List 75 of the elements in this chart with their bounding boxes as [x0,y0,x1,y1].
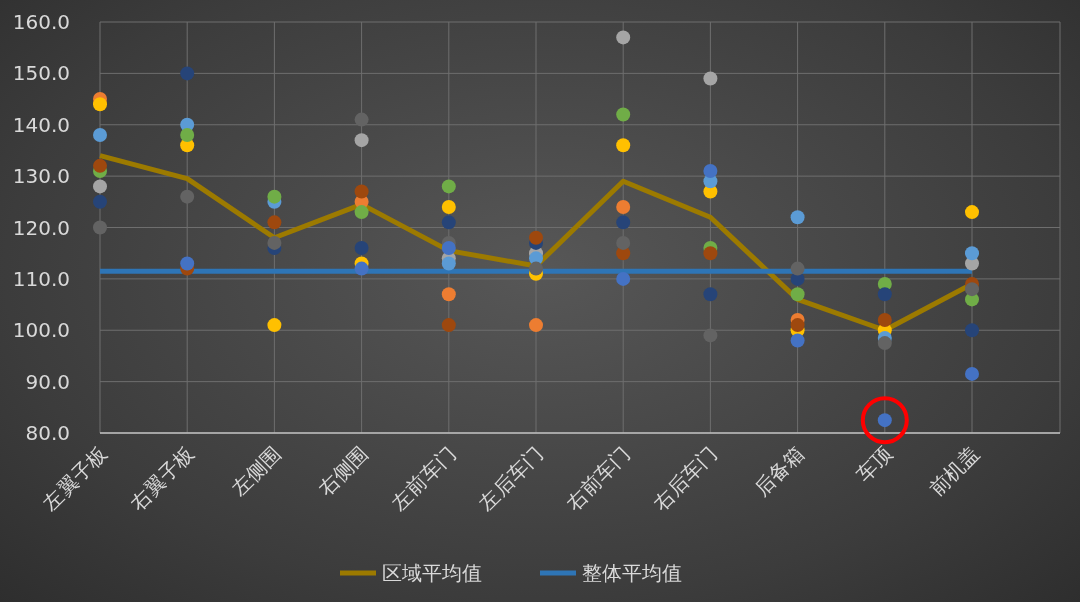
point [616,271,631,286]
point [790,261,805,276]
point [616,235,631,250]
point [267,189,282,204]
point [354,133,369,148]
point [703,328,718,343]
point [703,71,718,86]
point [441,215,456,230]
point [616,138,631,153]
point [180,66,195,81]
y-tick-label: 150.0 [12,61,70,86]
point [790,287,805,302]
legend-label: 整体平均值 [582,561,682,585]
x-tick-label: 右前车门 [561,441,635,516]
x-tick-label: 左后车门 [474,441,548,516]
x-tick-label: 后备箱 [749,441,810,501]
x-tick-label: 右后车门 [648,441,722,516]
point [529,261,543,276]
point [703,287,718,302]
point [616,30,631,45]
x-tick-label: 左侧围 [226,441,286,501]
point [529,230,543,245]
y-tick-label: 130.0 [12,164,70,189]
point [180,189,195,204]
x-tick-label: 右侧围 [313,441,374,501]
point [267,318,282,333]
point [441,179,456,194]
point [965,366,979,381]
point [790,210,805,225]
point [703,246,718,261]
point [877,312,892,327]
point [267,215,282,230]
x-tick-label: 前机盖 [924,441,984,501]
y-tick-label: 160.0 [12,10,70,34]
point [441,199,456,214]
x-tick-label: 车顶 [851,441,897,487]
point [965,323,979,338]
point [354,241,369,256]
x-tick-label: 左前车门 [386,441,461,516]
point [267,235,282,250]
point [790,333,805,348]
point [441,256,456,271]
point [93,97,107,112]
point [616,107,631,122]
point [965,282,979,297]
y-tick-label: 120.0 [12,215,70,240]
point [93,179,107,194]
point [616,215,631,230]
point [877,336,892,351]
point [180,256,195,271]
point [441,241,456,256]
x-tick-label: 右翼子板 [125,441,199,516]
point [877,287,892,302]
y-tick-label: 90.0 [25,369,70,394]
point [790,318,805,333]
point [529,318,543,333]
point [354,112,369,127]
point [703,163,718,178]
legend-label: 区域平均值 [382,561,482,585]
point [180,128,195,143]
y-tick-label: 100.0 [12,318,70,343]
point [616,199,631,214]
point [441,318,456,333]
point [93,128,107,143]
point [965,246,979,261]
point [354,261,369,276]
point [93,194,107,209]
point [354,184,369,199]
y-tick-label: 140.0 [12,112,70,137]
point [354,205,369,220]
point [93,158,107,173]
y-tick-label: 110.0 [12,266,70,291]
point [441,287,456,302]
point [93,220,107,235]
point [965,205,979,220]
